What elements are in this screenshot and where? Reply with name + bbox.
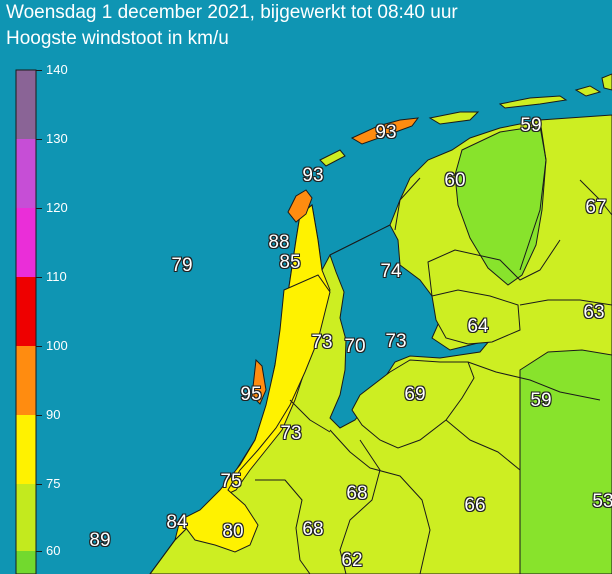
station-value: 63 [583, 302, 605, 323]
green-zone-east [519, 349, 612, 574]
legend-band [16, 139, 36, 208]
island-schiermonnikoog [498, 95, 568, 109]
ijsselmeer [329, 224, 492, 429]
legend-tick-label: 60 [46, 543, 61, 558]
station-value: 60 [444, 170, 466, 191]
legend-tick [36, 551, 42, 552]
station-value: 62 [341, 550, 363, 571]
island-terschelling [350, 117, 420, 145]
legend-tick-label: 120 [46, 200, 68, 215]
station-value: 68 [346, 483, 368, 504]
island-texel [287, 189, 313, 223]
legend-band [16, 70, 36, 139]
station-value: 69 [404, 384, 426, 405]
noordoostpolder [431, 289, 521, 345]
legend-tick [36, 208, 42, 209]
legend-tick [36, 346, 42, 347]
station-value: 59 [530, 390, 552, 411]
station-value: 59 [520, 115, 542, 136]
legend-tick [36, 139, 42, 140]
station-value: 73 [280, 423, 302, 444]
station-value: 79 [171, 255, 193, 276]
station-value: 73 [311, 332, 333, 353]
legend-tick-label: 100 [46, 338, 68, 353]
map-subtitle: Hoogste windstoot in km/u [6, 28, 229, 49]
map-title: Woensdag 1 december 2021, bijgewerkt tot… [6, 2, 458, 23]
island-borkum [601, 73, 612, 91]
station-value: 73 [385, 331, 407, 352]
legend-band [16, 208, 36, 277]
station-value: 66 [464, 495, 486, 516]
station-value: 95 [240, 384, 262, 405]
station-value: 67 [585, 197, 607, 218]
legend-tick [36, 70, 42, 71]
yellow-holland-zone [179, 274, 331, 553]
legend-bar [15, 69, 37, 574]
station-value: 84 [166, 512, 188, 533]
station-value: 80 [222, 521, 244, 542]
station-value: 93 [375, 122, 397, 143]
legend-band [16, 277, 36, 346]
legend-band [16, 346, 36, 415]
station-value: 88 [268, 232, 290, 253]
legend-tick-label: 90 [46, 407, 61, 422]
station-value: 75 [220, 471, 242, 492]
station-value: 93 [302, 165, 324, 186]
flevoland [351, 359, 475, 449]
legend-band [16, 484, 36, 551]
legend-band [16, 415, 36, 484]
island-rottumeroog [574, 85, 602, 97]
station-value: 85 [279, 252, 301, 273]
green-zone-groningen [454, 125, 547, 286]
province-borders [255, 119, 612, 574]
station-value: 70 [344, 336, 366, 357]
legend-band [16, 551, 36, 574]
legend-tick [36, 277, 42, 278]
station-value: 89 [89, 530, 111, 551]
legend-tick [36, 484, 42, 485]
legend-frame [15, 69, 37, 574]
orange-den-helder [251, 358, 267, 405]
legend-tick-label: 130 [46, 131, 68, 146]
station-value: 53 [592, 491, 612, 512]
legend-tick [36, 415, 42, 416]
island-ameland [428, 111, 480, 125]
island-vlieland [319, 149, 346, 167]
station-value: 68 [302, 519, 324, 540]
station-value: 74 [380, 261, 402, 282]
legend-tick-label: 75 [46, 476, 61, 491]
legend-tick-label: 110 [46, 269, 67, 284]
station-value: 64 [467, 316, 489, 337]
legend-tick-label: 140 [46, 62, 68, 77]
